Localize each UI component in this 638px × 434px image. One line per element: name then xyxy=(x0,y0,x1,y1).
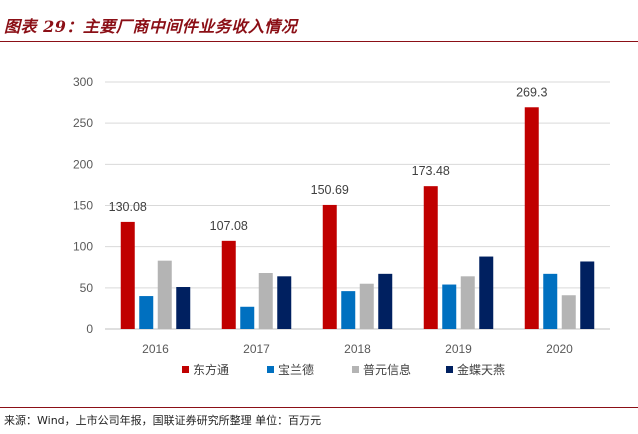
legend-label: 普元信息 xyxy=(363,362,411,377)
bar xyxy=(277,276,292,329)
y-tick-label: 50 xyxy=(80,281,94,295)
legend-swatch xyxy=(446,366,453,373)
legend-label: 宝兰德 xyxy=(278,362,314,377)
x-tick-label: 2020 xyxy=(546,342,573,356)
source-rule xyxy=(0,407,638,408)
legend-swatch xyxy=(267,366,274,373)
bar xyxy=(157,260,172,329)
figure-title: 图表 29：主要厂商中间件业务收入情况 xyxy=(4,17,298,36)
bar xyxy=(580,261,595,329)
bar xyxy=(359,283,374,329)
bar xyxy=(460,276,475,329)
x-tick-label: 2017 xyxy=(243,342,270,356)
bar xyxy=(341,291,356,329)
data-label: 150.69 xyxy=(311,183,349,197)
y-tick-label: 300 xyxy=(73,75,93,89)
bar xyxy=(139,296,154,329)
x-tick-label: 2018 xyxy=(344,342,371,356)
bar xyxy=(221,240,236,329)
data-label: 107.08 xyxy=(210,219,248,233)
legend-label: 金蝶天燕 xyxy=(457,362,505,377)
bar xyxy=(258,273,273,329)
bar xyxy=(322,204,337,329)
legend: 东方通 宝兰德 普元信息 金蝶天燕 xyxy=(182,362,505,377)
source-note: 来源：Wind，上市公司年报，国联证券研究所整理 单位：百万元 xyxy=(4,414,322,427)
data-label: 130.08 xyxy=(109,200,147,214)
bar xyxy=(423,186,438,329)
data-labels: 130.08 107.08 150.69 173.48 269.3 xyxy=(109,85,548,233)
x-axis-ticks: 2016 2017 2018 2019 2020 xyxy=(142,342,573,356)
bar xyxy=(240,306,255,329)
bars xyxy=(120,107,595,329)
bar xyxy=(120,221,135,329)
data-label: 173.48 xyxy=(412,164,450,178)
y-tick-label: 250 xyxy=(73,116,93,130)
y-axis-ticks: 0 50 100 150 200 250 300 xyxy=(73,75,93,336)
x-tick-label: 2019 xyxy=(445,342,472,356)
y-tick-label: 100 xyxy=(73,240,93,254)
legend-swatch xyxy=(352,366,359,373)
legend-label: 东方通 xyxy=(193,362,229,377)
bar xyxy=(524,107,539,329)
bar xyxy=(479,256,494,329)
title-rule xyxy=(0,41,638,42)
y-tick-label: 150 xyxy=(73,199,93,213)
y-tick-label: 200 xyxy=(73,157,93,171)
y-tick-label: 0 xyxy=(86,322,93,336)
bar xyxy=(442,284,457,329)
x-tick-label: 2016 xyxy=(142,342,169,356)
data-label: 269.3 xyxy=(516,85,547,99)
bar xyxy=(561,295,576,329)
bar xyxy=(176,287,191,329)
legend-swatch xyxy=(182,366,189,373)
bar xyxy=(543,273,558,329)
bar xyxy=(378,273,393,329)
